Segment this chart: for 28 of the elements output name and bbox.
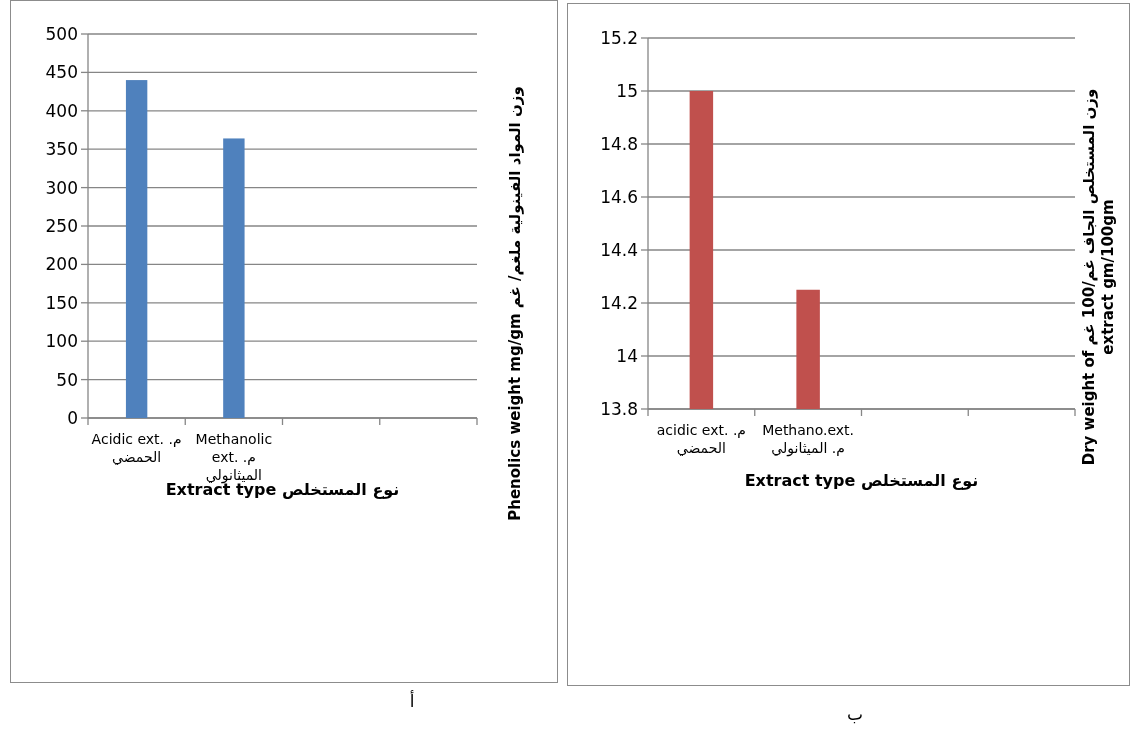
- text: أ: [408, 690, 416, 712]
- x-tick-label: acidic ext. م. الحمضي: [655, 421, 747, 457]
- y-tick-label: 13.8: [599, 398, 638, 420]
- x-axis-title: نوع المستخلص Extract type: [743, 471, 980, 490]
- y-tick-label: 400: [44, 99, 78, 122]
- y-tick-label: 150: [44, 291, 78, 314]
- y-tick-label: 500: [44, 23, 78, 45]
- x-tick-label: Methanolic ext. م. الميثانولي: [195, 430, 273, 484]
- y-tick-label: 14.6: [599, 186, 638, 208]
- x-tick-label: Acidic ext. م. الحمضي: [90, 430, 183, 466]
- y-axis-title: وزن المستخلص الجاف غم/100 غم Dry weight of extract gm/100gm: [1080, 87, 1118, 467]
- y-tick-label: 350: [44, 138, 78, 161]
- y-tick-label: 450: [44, 61, 78, 84]
- y-tick-label: 250: [44, 215, 78, 237]
- y-tick-label: 14.8: [599, 133, 638, 155]
- y-tick-label: 14.4: [599, 239, 638, 261]
- y-tick-label: 15: [615, 80, 638, 102]
- y-tick-label: 14: [615, 345, 638, 367]
- y-axis-title: وزن المواد الفينولية ملغم/ غم Phenolics weight mg/gm: [505, 85, 525, 523]
- y-tick-label: 100: [44, 330, 78, 353]
- y-tick-label: 300: [44, 176, 78, 199]
- y-tick-label: 14.2: [599, 292, 638, 314]
- x-tick-label: Methano.ext. م. الميثانولي: [761, 421, 856, 457]
- y-tick-label: 50: [55, 368, 78, 391]
- y-tick-label: 15.2: [599, 27, 638, 49]
- y-tick-label: 200: [44, 253, 78, 276]
- text: ب: [846, 703, 864, 725]
- y-tick-label: 0: [66, 407, 78, 429]
